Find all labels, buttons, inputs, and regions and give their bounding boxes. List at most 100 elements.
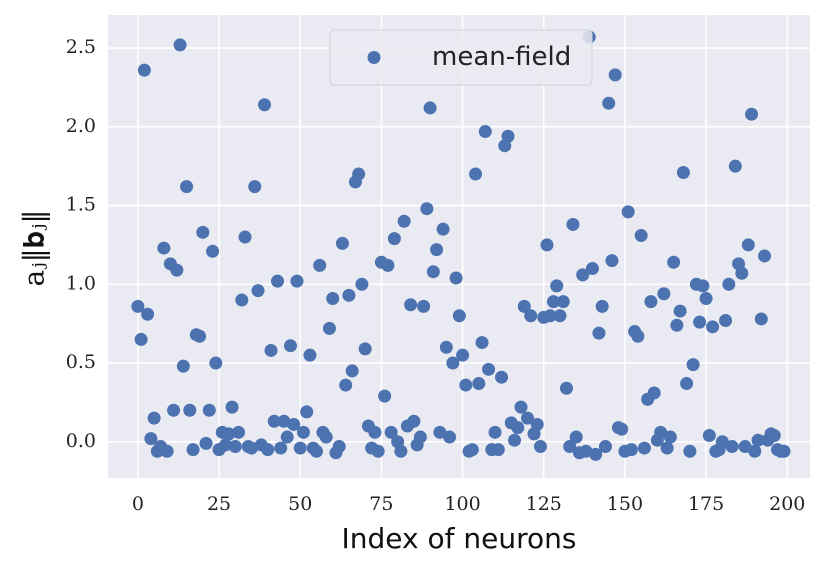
scatter-point: [735, 266, 749, 280]
scatter-point: [384, 425, 398, 439]
scatter-point: [267, 414, 281, 428]
x-tick-label: 150: [607, 493, 643, 515]
x-tick-label: 75: [369, 493, 393, 515]
scatter-point: [660, 441, 674, 455]
scatter-point: [449, 271, 463, 285]
scatter-point: [238, 230, 252, 244]
x-tick-label: 0: [132, 493, 144, 515]
scatter-point: [199, 436, 213, 450]
scatter-point: [322, 321, 336, 335]
scatter-point: [433, 425, 447, 439]
scatter-point: [725, 440, 739, 454]
scatter-point: [472, 377, 486, 391]
scatter-point: [261, 443, 275, 457]
x-tick-label: 100: [444, 493, 480, 515]
scatter-point: [741, 238, 755, 252]
x-tick-label: 200: [769, 493, 805, 515]
legend-label: mean-field: [432, 42, 571, 72]
scatter-point: [511, 421, 525, 435]
scatter-point: [222, 427, 236, 441]
scatter-point: [559, 381, 573, 395]
scatter-point: [358, 342, 372, 356]
scatter-point: [170, 263, 184, 277]
scatter-point: [443, 430, 457, 444]
scatter-point: [335, 236, 349, 250]
scatter-point: [654, 425, 668, 439]
scatter-point: [758, 249, 772, 263]
scatter-point: [290, 274, 304, 288]
scatter-point: [202, 403, 216, 417]
scatter-point: [270, 274, 284, 288]
scatter-point: [637, 441, 651, 455]
scatter-point: [332, 440, 346, 454]
scatter-point: [767, 428, 781, 442]
scatter-point: [345, 364, 359, 378]
scatter-point: [595, 299, 609, 313]
scatter-point: [319, 430, 333, 444]
scatter-point: [624, 443, 638, 457]
scatter-point: [553, 309, 567, 323]
scatter-point: [176, 359, 190, 373]
y-tick-label: 0.5: [66, 351, 96, 373]
y-tick-label: 1.5: [66, 194, 96, 216]
scatter-point: [508, 433, 522, 447]
scatter-point: [225, 400, 239, 414]
scatter-point: [524, 309, 538, 323]
scatter-point: [608, 68, 622, 82]
scatter-point: [131, 299, 145, 313]
scatter-point: [196, 225, 210, 239]
scatter-point: [670, 318, 684, 332]
scatter-point: [550, 279, 564, 293]
y-tick-label: 1.0: [66, 272, 96, 294]
scatter-point: [598, 440, 612, 454]
scatter-point: [589, 447, 603, 461]
scatter-point: [514, 400, 528, 414]
scatter-point: [576, 268, 590, 282]
scatter-point: [183, 403, 197, 417]
scatter-point: [219, 438, 233, 452]
scatter-point: [248, 180, 262, 194]
scatter-point: [157, 241, 171, 255]
scatter-point: [144, 432, 158, 446]
scatter-point: [368, 425, 382, 439]
scatter-point: [696, 279, 710, 293]
scatter-point: [777, 444, 791, 458]
scatter-point: [326, 291, 340, 305]
scatter-point: [563, 440, 577, 454]
scatter-point: [517, 299, 531, 313]
scatter-point: [676, 165, 690, 179]
scatter-point: [533, 440, 547, 454]
scatter-point: [706, 320, 720, 334]
scatter-point: [482, 362, 496, 376]
scatter-point: [180, 180, 194, 194]
legend-box: [329, 29, 593, 86]
scatter-point: [602, 96, 616, 110]
scatter-point: [667, 255, 681, 269]
scatter-point: [167, 403, 181, 417]
y-tick-label: 2.5: [66, 36, 96, 58]
scatter-point: [417, 299, 431, 313]
scatter-point: [634, 228, 648, 242]
scatter-point: [313, 258, 327, 272]
scatter-point: [206, 244, 220, 258]
scatter-point: [430, 243, 444, 257]
scatter-point: [569, 430, 583, 444]
scatter-point: [339, 378, 353, 392]
scatter-point: [251, 284, 265, 298]
scatter-point: [478, 125, 492, 139]
scatter-point: [209, 356, 223, 370]
scatter-point: [702, 428, 716, 442]
scatter-point: [134, 332, 148, 346]
scatter-point: [644, 295, 658, 309]
scatter-point: [404, 298, 418, 312]
scatter-point: [540, 238, 554, 252]
scatter-point: [751, 433, 765, 447]
scatter-point: [342, 288, 356, 302]
scatter-point: [722, 277, 736, 291]
scatter-point: [420, 202, 434, 216]
scatter-point: [546, 295, 560, 309]
scatter-point: [693, 315, 707, 329]
plot-background: [108, 15, 810, 478]
x-tick-label: 175: [688, 493, 724, 515]
